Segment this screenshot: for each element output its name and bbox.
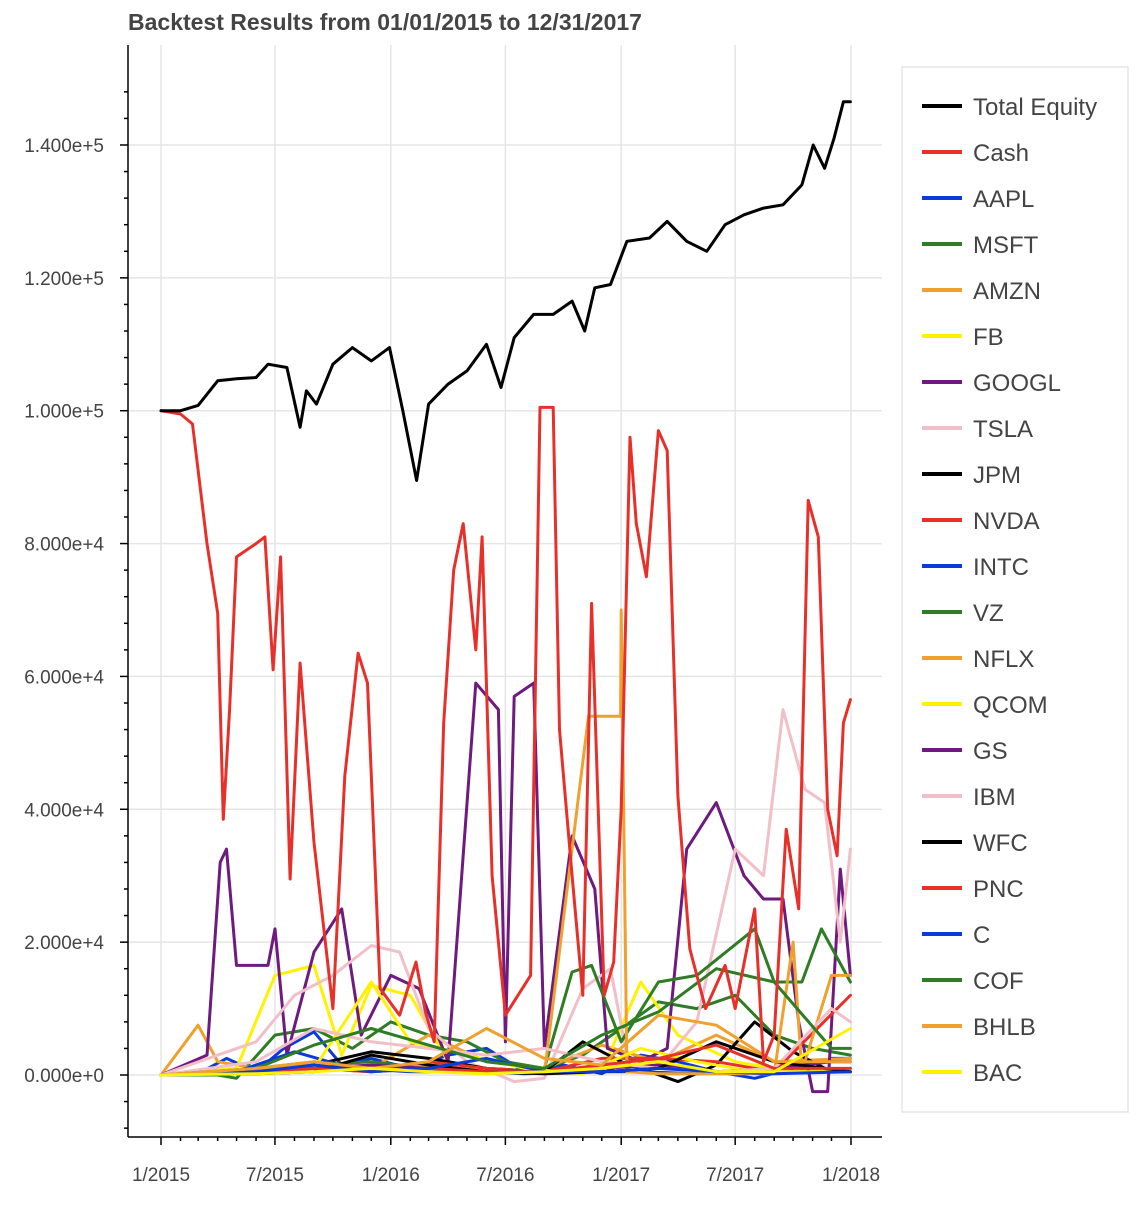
x-tick-label: 1/2018 (822, 1165, 880, 1186)
legend-label-cash: Cash (973, 140, 1029, 167)
legend-label-intc: INTC (973, 554, 1029, 581)
axis-layer: 0.000e+0 2.000e+4 4.000e+4 6.000e+4 8.000e+4… (24, 45, 882, 1186)
y-tick-label: 1.200e+5 (24, 269, 104, 290)
y-tick-label: 1.400e+5 (24, 136, 104, 157)
legend-label-jpm: JPM (973, 462, 1021, 489)
legend-label-cof: COF (973, 968, 1024, 995)
legend-label-total-equity: Total Equity (973, 94, 1097, 121)
legend-label-msft: MSFT (973, 232, 1039, 259)
series-line-total-equity (159, 100, 852, 482)
x-tick-label: 1/2017 (592, 1165, 650, 1186)
series-line-googl (159, 681, 852, 1094)
legend-label-c: C (973, 922, 990, 949)
series-line-cof (159, 967, 852, 1077)
x-tick-label: 7/2016 (476, 1165, 534, 1186)
legend-label-bac: BAC (973, 1060, 1022, 1087)
legend-label-amzn: AMZN (973, 278, 1041, 305)
series-line-bac (159, 1027, 852, 1077)
x-tick-label: 1/2015 (132, 1165, 190, 1186)
legend-label-vz: VZ (973, 600, 1004, 627)
legend-label-nflx: NFLX (973, 646, 1034, 673)
legend-label-pnc: PNC (973, 876, 1024, 903)
legend-label-tsla: TSLA (973, 416, 1033, 443)
series-layer (159, 100, 852, 1094)
y-tick-label: 1.000e+5 (24, 402, 104, 423)
y-tick-label: 8.000e+4 (24, 535, 104, 556)
y-tick-label: 4.000e+4 (24, 800, 104, 821)
x-tick-label: 1/2016 (362, 1165, 420, 1186)
legend: Total Equity Cash AAPL MSFT AMZN FB GOOGL TSLA J… (901, 66, 1129, 1113)
legend-label-aapl: AAPL (973, 186, 1034, 213)
legend-label-bhlb: BHLB (973, 1014, 1036, 1041)
y-tick-label: 6.000e+4 (24, 667, 104, 688)
legend-label-ibm: IBM (973, 784, 1016, 811)
legend-label-gs: GS (973, 738, 1008, 765)
y-tick-label: 0.000e+0 (24, 1066, 104, 1087)
series-line-vz (159, 927, 852, 1077)
legend-label-qcom: QCOM (973, 692, 1048, 719)
x-tick-label: 7/2015 (246, 1165, 304, 1186)
legend-box (901, 66, 1129, 1113)
legend-label-fb: FB (973, 324, 1004, 351)
legend-label-googl: GOOGL (973, 370, 1061, 397)
series-line-amzn (159, 1023, 852, 1077)
series-line-cash (159, 405, 852, 1064)
grid-layer (128, 45, 882, 1137)
chart-title: Backtest Results from 01/01/2015 to 12/3… (128, 9, 642, 35)
series-line-bhlb (159, 1013, 852, 1077)
y-tick-label: 2.000e+4 (24, 933, 104, 954)
legend-label-nvda: NVDA (973, 508, 1040, 535)
series-line-jpm (159, 1020, 852, 1084)
x-tick-label: 7/2017 (706, 1165, 764, 1186)
legend-label-wfc: WFC (973, 830, 1028, 857)
